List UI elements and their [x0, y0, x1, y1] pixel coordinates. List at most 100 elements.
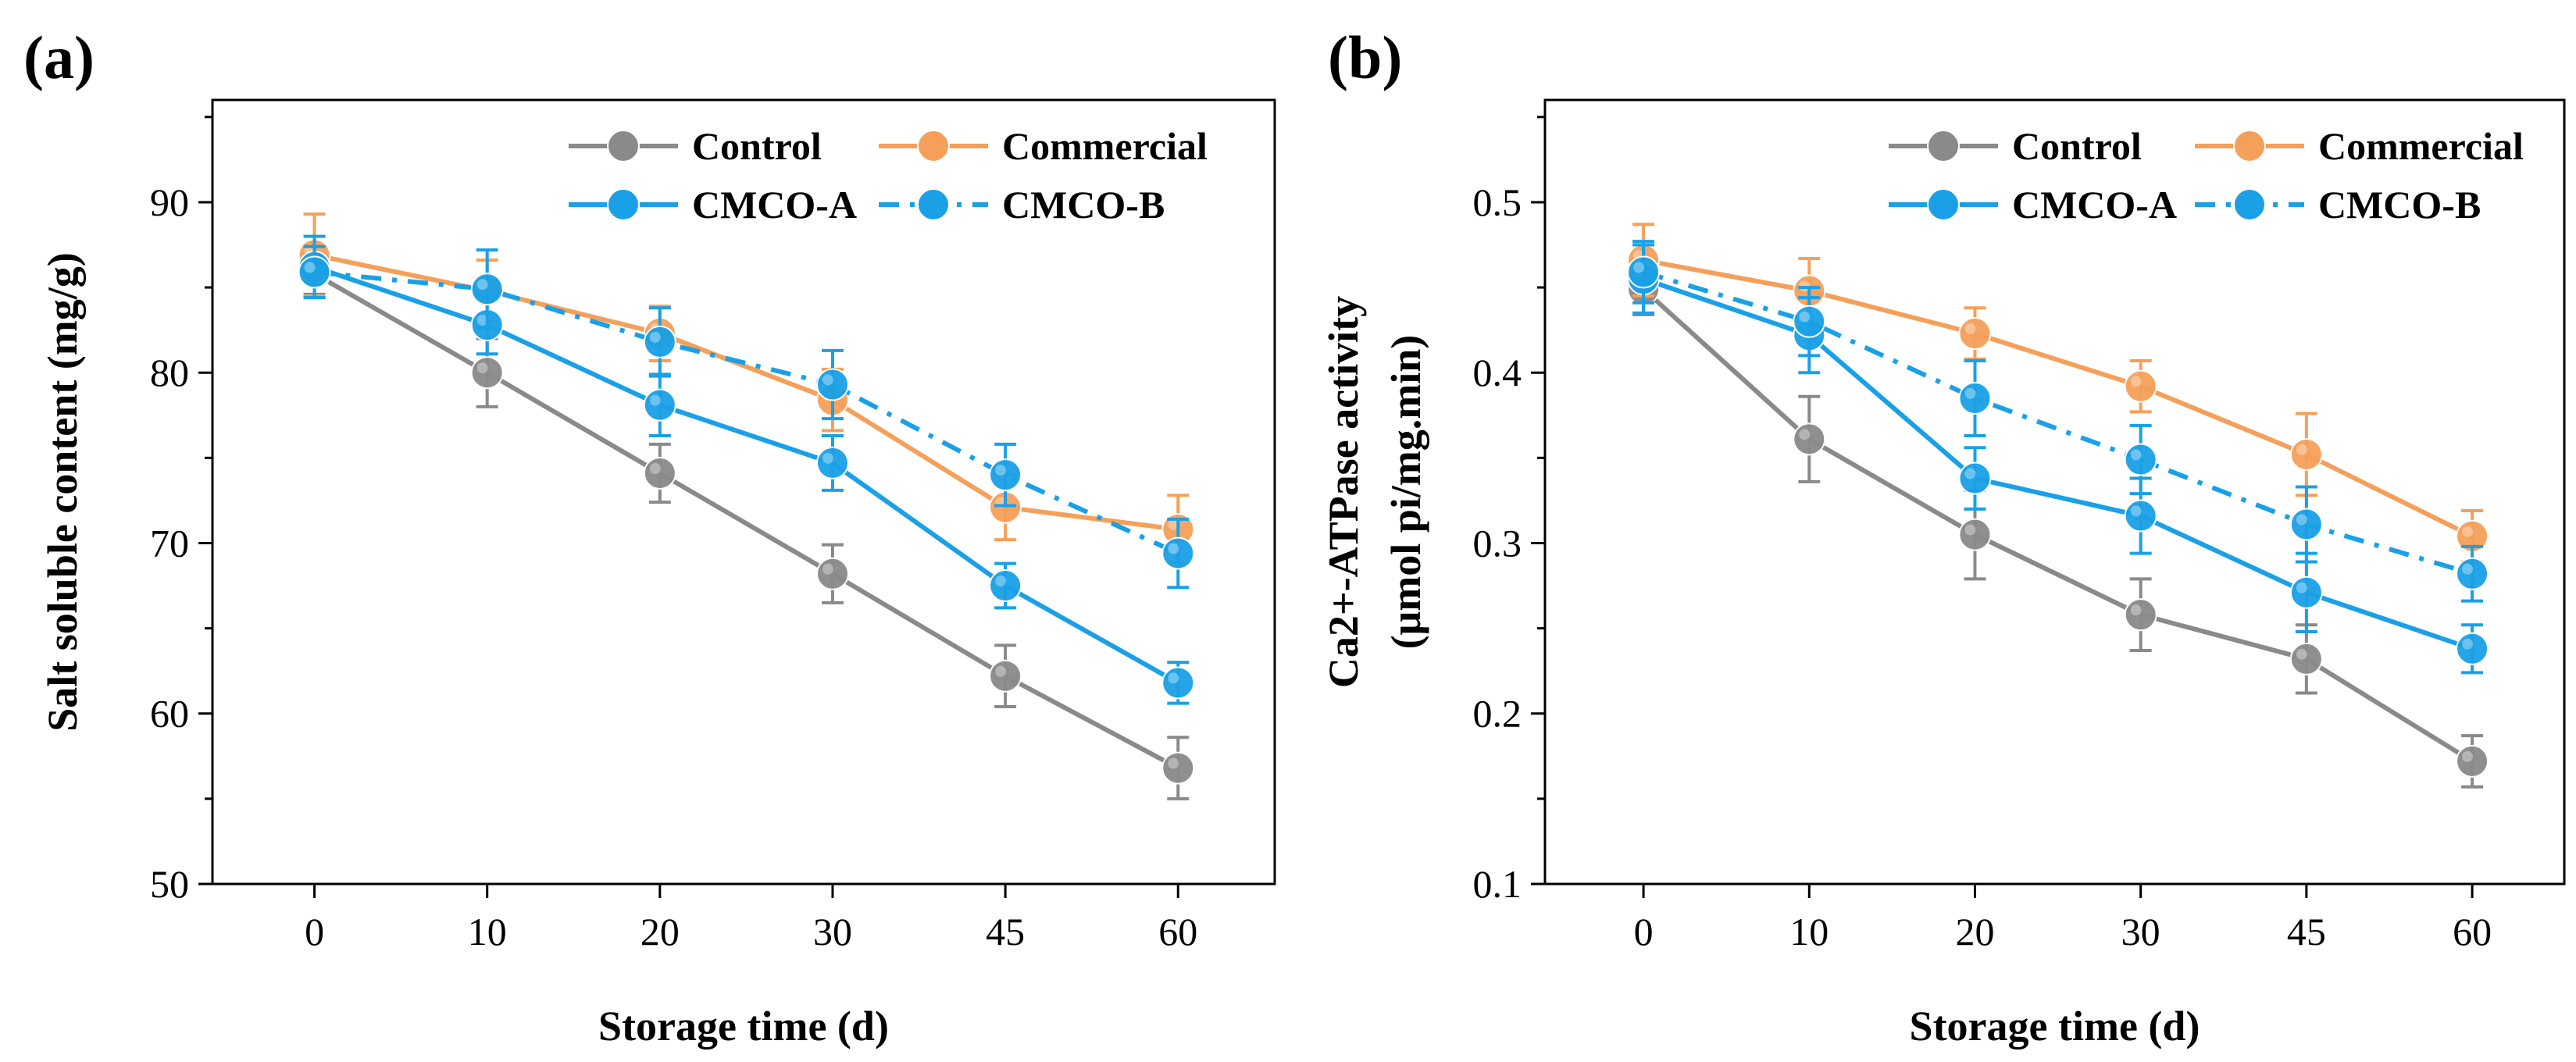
series-line — [313, 265, 1179, 686]
y-tick-label: 0.2 — [1473, 692, 1522, 736]
data-point — [1161, 666, 1195, 700]
x-tick-label: 45 — [2287, 910, 2326, 953]
legend-label: CMCO-A — [692, 183, 857, 226]
y-axis-title: Ca2+-ATPase activity — [1320, 296, 1367, 688]
data-point — [815, 368, 849, 401]
data-point-highlight — [476, 315, 488, 326]
data-point — [2124, 369, 2157, 403]
x-tick-label: 20 — [640, 910, 680, 953]
legend-marker — [607, 130, 640, 162]
data-point — [1627, 255, 1661, 289]
data-point — [2124, 499, 2157, 533]
data-point — [2124, 598, 2157, 632]
series-line — [1643, 258, 2474, 539]
data-point-highlight — [1964, 323, 1976, 335]
series-commercial — [298, 212, 1195, 565]
legend-label: Commercial — [2318, 124, 2524, 168]
series-cmco-a — [298, 234, 1195, 705]
data-point — [470, 273, 504, 306]
data-point — [1793, 305, 1826, 338]
data-point-highlight — [476, 362, 488, 374]
x-axis-title: Storage time (d) — [598, 1003, 889, 1050]
data-point — [2456, 744, 2489, 778]
series-cmco-b — [298, 244, 1195, 590]
chart-panel-a: (a) 50 60 70 80 90 0 10 20 30 45 60 Storage time (d)… — [23, 23, 1276, 1050]
data-point — [989, 659, 1022, 693]
data-point-highlight — [2296, 582, 2307, 593]
data-point-highlight — [1964, 468, 1976, 479]
data-point-highlight — [1168, 672, 1179, 684]
legend: Control Commercial CMCO-A CMCO-B — [1889, 124, 2524, 226]
series-line — [313, 252, 1179, 532]
x-tick-label: 60 — [1158, 910, 1197, 953]
data-point — [1958, 462, 1992, 495]
data-point-highlight — [1799, 429, 1811, 440]
legend-marker — [607, 188, 640, 221]
series-cmco-a — [1627, 243, 2489, 675]
data-point-highlight — [304, 262, 316, 273]
data-point-highlight — [649, 462, 661, 474]
data-point-highlight — [995, 576, 1007, 587]
y-tick-label: 0.3 — [1473, 521, 1522, 565]
x-tick-label: 0 — [305, 910, 324, 953]
legend-label: CMCO-A — [2012, 183, 2177, 226]
data-point — [643, 456, 676, 490]
y-tick-label: 80 — [150, 351, 189, 394]
data-point-highlight — [822, 563, 833, 575]
legend-label: Commercial — [1002, 124, 1208, 168]
data-point-highlight — [822, 452, 833, 464]
x-tick-label: 10 — [468, 910, 507, 953]
legend-marker — [1927, 130, 1960, 162]
data-point-highlight — [2462, 638, 2474, 650]
data-point — [2456, 557, 2489, 590]
data-point-highlight — [1168, 519, 1179, 531]
legend: Control Commercial CMCO-A CMCO-B — [569, 124, 1208, 226]
data-point-highlight — [995, 665, 1007, 677]
data-point-highlight — [2462, 750, 2474, 762]
y-axis-title: Salt soluble content (mg/g) — [39, 252, 86, 732]
series-control — [298, 251, 1195, 800]
legend-label: CMCO-B — [2318, 183, 2481, 226]
data-point — [2289, 508, 2323, 541]
data-point — [1958, 518, 1992, 551]
data-point-highlight — [1168, 543, 1179, 554]
plot-frame — [1543, 98, 2566, 886]
data-point — [989, 569, 1022, 603]
y-tick-label: 50 — [150, 862, 189, 906]
x-tick-label: 20 — [1955, 910, 1994, 953]
chart-panel-b: (b) 0.1 0.2 0.3 0.4 0.5 0 10 20 30 45 60 Storage tim… — [1320, 23, 2566, 1050]
y-tick-label: 60 — [150, 692, 189, 736]
series-cmco-b — [1627, 240, 2489, 603]
legend-label: Control — [692, 124, 822, 168]
data-point — [643, 325, 676, 358]
data-point — [2456, 632, 2489, 665]
legend-label: CMCO-B — [1002, 183, 1165, 226]
data-point-highlight — [995, 465, 1007, 476]
data-point — [470, 356, 504, 390]
data-point — [2289, 576, 2323, 609]
legend-marker — [917, 130, 950, 162]
y-tick-label: 0.5 — [1473, 180, 1522, 224]
data-point — [298, 255, 331, 289]
data-point-highlight — [649, 394, 661, 406]
data-point-highlight — [1168, 757, 1179, 769]
x-tick-label: 45 — [986, 910, 1025, 953]
x-tick-label: 30 — [813, 910, 852, 953]
series-line — [314, 269, 1179, 556]
x-axis-title: Storage time (d) — [1910, 1003, 2200, 1050]
y-tick-label: 0.4 — [1473, 351, 1522, 394]
data-point-highlight — [1633, 262, 1645, 273]
data-point — [1161, 536, 1195, 570]
data-point-highlight — [2462, 563, 2474, 575]
legend-label: Control — [2012, 124, 2142, 168]
data-point-highlight — [2296, 444, 2307, 455]
legend-marker — [2233, 188, 2266, 221]
y-tick-label: 70 — [150, 521, 189, 565]
series-line — [1642, 287, 2474, 764]
data-point — [1161, 751, 1195, 785]
x-tick-label: 30 — [2121, 910, 2160, 953]
data-point-highlight — [1799, 311, 1811, 323]
panel-label: (b) — [1328, 23, 1402, 91]
data-point — [815, 446, 849, 479]
